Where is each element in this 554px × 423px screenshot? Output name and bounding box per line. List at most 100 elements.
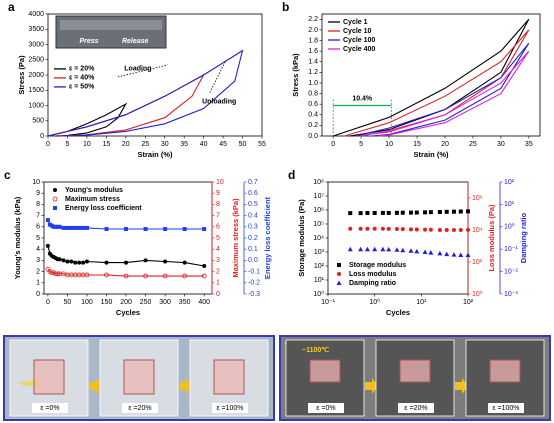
marker bbox=[458, 228, 463, 232]
sample bbox=[399, 359, 431, 383]
y-tick-label: 2.0 bbox=[308, 27, 318, 34]
legend-label: Damping ratio bbox=[349, 280, 396, 287]
photo-caption: ε =100% bbox=[492, 405, 519, 412]
y-tick-label: 0.0 bbox=[248, 257, 258, 264]
legend-label: Young's modulus bbox=[65, 187, 123, 194]
marker bbox=[428, 227, 433, 232]
y-tick-label: 2500 bbox=[28, 57, 44, 64]
marker bbox=[81, 260, 86, 265]
y-tick-label: 0 bbox=[36, 291, 40, 298]
y-tick-label: 0.6 bbox=[308, 101, 318, 108]
marker bbox=[400, 227, 405, 232]
y-tick-label: 5 bbox=[36, 235, 40, 242]
y-axis-label: Loss modulus (Pa) bbox=[487, 204, 496, 272]
y-tick-label: 4 bbox=[216, 246, 220, 253]
y-tick-label: 9 bbox=[216, 190, 220, 197]
sample bbox=[489, 359, 521, 383]
series-line bbox=[333, 18, 530, 137]
marker bbox=[465, 252, 471, 258]
y-axis-label: Young's modulus (kPa) bbox=[13, 196, 22, 279]
marker bbox=[65, 225, 70, 230]
marker bbox=[400, 210, 405, 215]
y-tick-label: 0.5 bbox=[248, 201, 258, 208]
y-tick-label: 10⁸ bbox=[313, 179, 324, 186]
marker bbox=[182, 227, 187, 232]
x-tick-label: 10¹ bbox=[416, 299, 427, 306]
marker bbox=[52, 196, 58, 202]
y-tick-label: 1.6 bbox=[308, 48, 318, 55]
legend-label: Energy loss coefficient bbox=[65, 205, 142, 212]
marker bbox=[57, 224, 62, 229]
marker bbox=[61, 225, 66, 230]
y-tick-label: 1 bbox=[216, 280, 220, 287]
marker bbox=[358, 226, 363, 231]
panel-letter: b bbox=[282, 0, 289, 14]
marker bbox=[414, 210, 419, 215]
y-tick-label: 10⁻³ bbox=[504, 291, 518, 298]
marker bbox=[53, 206, 57, 210]
marker bbox=[428, 250, 434, 255]
arrow bbox=[89, 378, 102, 394]
series-line bbox=[47, 102, 128, 137]
legend-label: Cycle 10 bbox=[343, 28, 372, 35]
marker bbox=[364, 246, 370, 252]
y-tick-label: 10¹ bbox=[504, 201, 515, 208]
marker bbox=[451, 209, 456, 214]
arrow bbox=[179, 378, 192, 394]
marker bbox=[423, 227, 428, 232]
y-tick-label: 10⁶ bbox=[472, 195, 483, 202]
marker bbox=[104, 260, 109, 265]
x-tick-label: 20 bbox=[122, 141, 130, 148]
marker bbox=[358, 211, 363, 216]
marker bbox=[57, 257, 62, 262]
marker bbox=[202, 264, 207, 268]
marker bbox=[182, 260, 187, 265]
span-label: 10.4% bbox=[352, 95, 373, 102]
y-axis-label: Maximum stress (kPa) bbox=[231, 198, 240, 278]
marker bbox=[466, 227, 470, 232]
y-tick-label: 8 bbox=[36, 201, 40, 208]
legend-label: Cycle 400 bbox=[343, 46, 375, 53]
y-tick-label: 0.4 bbox=[308, 112, 318, 119]
x-tick-label: 350 bbox=[179, 299, 191, 306]
x-tick-label: 15 bbox=[413, 141, 421, 148]
x-tick-label: 300 bbox=[159, 299, 171, 306]
y-tick-label: 0.4 bbox=[248, 212, 258, 219]
y-tick-label: 2000 bbox=[28, 72, 44, 79]
x-axis-label: Strain (%) bbox=[413, 150, 449, 159]
marker bbox=[380, 246, 386, 252]
photo-caption: ε =20% bbox=[128, 405, 151, 412]
panel-letter: d bbox=[288, 168, 295, 182]
x-tick-label: 40 bbox=[200, 141, 208, 148]
y-tick-label: 7 bbox=[216, 212, 220, 219]
marker bbox=[69, 259, 74, 264]
y-tick-label: 2 bbox=[216, 268, 220, 275]
inset-label: Press bbox=[79, 38, 98, 45]
y-tick-label: 10⁴ bbox=[313, 235, 324, 242]
caption-box bbox=[488, 403, 524, 413]
x-tick-label: 50 bbox=[64, 299, 72, 306]
y-tick-label: 10⁴ bbox=[472, 227, 483, 234]
y-axis-label: Energy loss coefficient bbox=[263, 196, 272, 279]
y-tick-label: 0.3 bbox=[248, 224, 258, 231]
legend-label: Cycle 1 bbox=[343, 19, 368, 26]
marker bbox=[201, 273, 207, 279]
y-tick-label: 10³ bbox=[314, 249, 325, 256]
marker bbox=[81, 225, 86, 230]
caption-box bbox=[308, 403, 344, 413]
y-tick-label: 10⁵ bbox=[313, 221, 324, 228]
marker bbox=[65, 259, 70, 264]
marker bbox=[414, 227, 419, 232]
legend-label: ε = 20% bbox=[69, 66, 95, 73]
marker bbox=[437, 250, 443, 256]
y-tick-label: 0 bbox=[216, 291, 220, 298]
y-tick-label: 0.0 bbox=[308, 133, 318, 140]
marker bbox=[428, 210, 433, 215]
marker bbox=[400, 247, 406, 253]
marker bbox=[408, 210, 413, 215]
marker bbox=[77, 260, 82, 265]
sample bbox=[213, 359, 245, 395]
marker bbox=[45, 243, 50, 248]
sample bbox=[123, 359, 155, 395]
y-tick-label: 10⁰ bbox=[313, 290, 324, 298]
